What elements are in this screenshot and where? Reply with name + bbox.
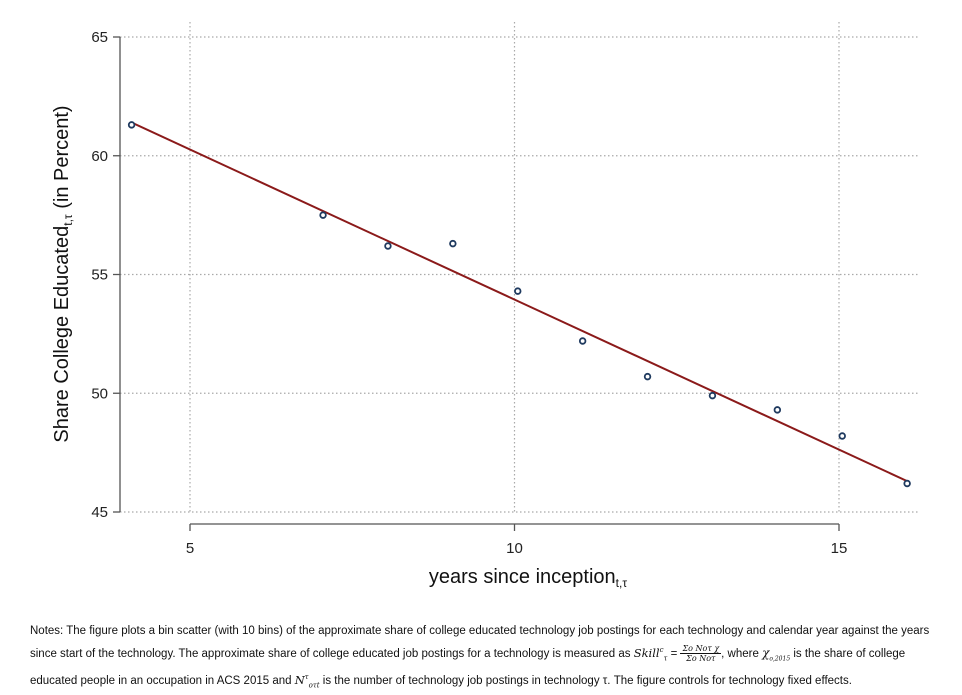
x-tick-label: 5 xyxy=(186,540,194,557)
skill-fraction: Σo Nοτ χ Σo Nοτ xyxy=(680,644,722,664)
scatter-chart: 45 50 55 60 65 5 10 15 years since inceptiont,τ… xyxy=(51,22,918,590)
fit-line xyxy=(131,121,908,483)
y-axis-title: Share College Educatedt,τ (in Percent) xyxy=(51,105,75,442)
y-tick-label: 50 xyxy=(91,385,108,402)
data-point xyxy=(449,239,457,248)
n-symbol: Nτoτt xyxy=(294,673,320,690)
x-tick-label: 15 xyxy=(831,540,848,557)
figure-notes: Notes: The figure plots a bin scatter (w… xyxy=(30,622,942,695)
tick-labels: 45 50 55 60 65 5 10 15 xyxy=(91,29,847,557)
equals-sign: = xyxy=(667,647,681,660)
data-point xyxy=(578,337,587,345)
y-tick-label: 60 xyxy=(91,148,108,165)
data-point xyxy=(838,432,846,440)
data-point xyxy=(384,242,392,250)
notes-part2: , where xyxy=(721,647,763,660)
data-point xyxy=(514,287,522,295)
grid-lines xyxy=(120,22,918,513)
data-point xyxy=(643,372,652,381)
y-tick-label: 55 xyxy=(91,267,108,284)
data-point xyxy=(127,121,136,129)
chi-symbol: χo,2015 xyxy=(762,645,791,663)
skill-symbol: Skillcτ xyxy=(633,645,668,663)
x-tick-label: 10 xyxy=(506,540,523,557)
y-tick-label: 45 xyxy=(91,504,108,521)
data-point xyxy=(773,406,782,414)
x-axis-title: years since inceptiont,τ xyxy=(429,566,627,590)
notes-part3: is the share of college educated people … xyxy=(30,647,906,688)
notes-part1: Notes: The figure plots a bin scatter (w… xyxy=(30,625,930,660)
data-points xyxy=(127,121,911,488)
notes-part4: is the number of technology job postings… xyxy=(319,675,852,688)
axes xyxy=(113,36,840,531)
y-tick-label: 65 xyxy=(91,29,108,46)
fit-line-group xyxy=(131,121,908,483)
data-point xyxy=(319,211,327,219)
data-point xyxy=(903,479,911,488)
data-point xyxy=(708,391,717,400)
